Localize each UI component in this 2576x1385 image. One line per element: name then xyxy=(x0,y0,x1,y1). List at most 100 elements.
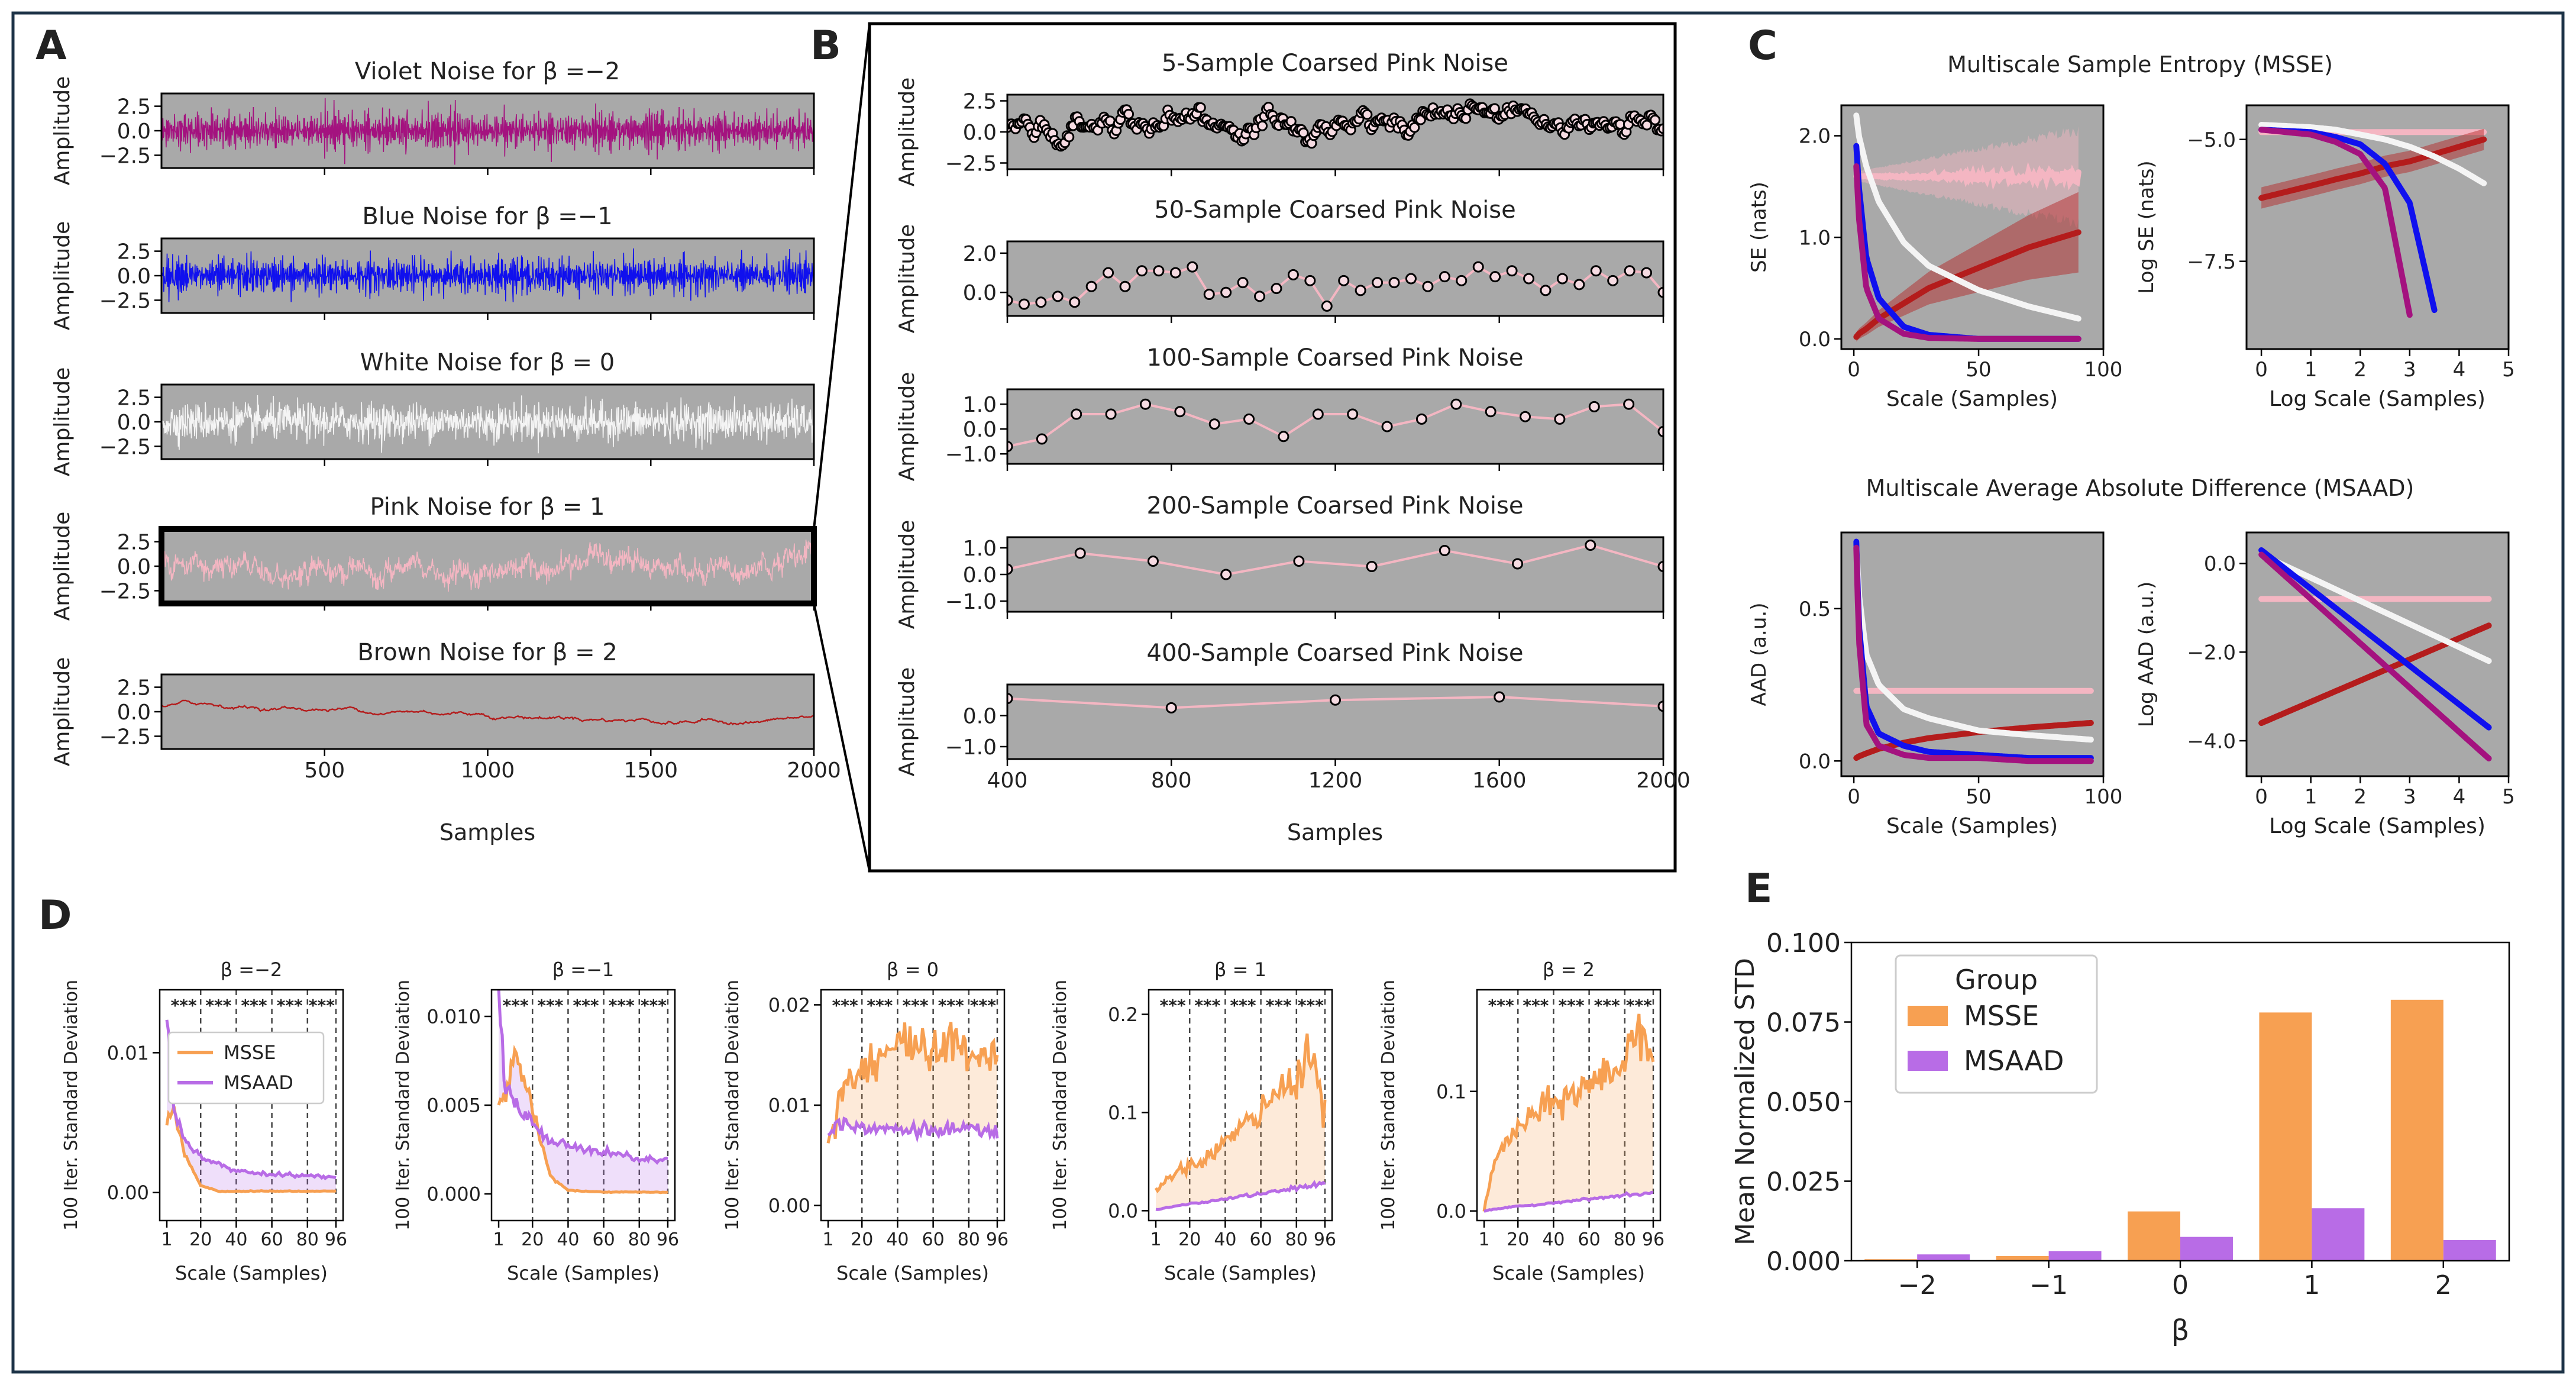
y-tick-label: 0.02 xyxy=(768,994,810,1016)
data-point xyxy=(1304,275,1316,286)
y-tick-label: 2.5 xyxy=(117,95,151,120)
bar-msaad-1 xyxy=(2048,1251,2102,1261)
data-point xyxy=(1220,569,1232,580)
data-point xyxy=(1554,413,1566,425)
data-point xyxy=(1064,131,1075,143)
plot-frame xyxy=(2245,531,2510,777)
legend-label: MSSE xyxy=(1964,1000,2039,1032)
significance-marker: *** xyxy=(171,996,197,1015)
data-point xyxy=(1366,561,1378,572)
y-tick-label: 0.025 xyxy=(1766,1167,1841,1197)
plot-frame xyxy=(2245,104,2510,350)
significance-marker: *** xyxy=(903,996,929,1015)
y-tick-label: 0.0 xyxy=(963,563,997,587)
y-tick-label: −1.0 xyxy=(945,590,997,614)
y-tick-label: 0.000 xyxy=(426,1183,481,1206)
y-tick-label: 0.01 xyxy=(768,1095,810,1117)
significance-marker: *** xyxy=(309,996,335,1015)
plot-title: β =−1 xyxy=(552,958,615,981)
data-point xyxy=(1220,286,1232,298)
y-tick-label: −2.0 xyxy=(2187,641,2236,664)
msaad-line xyxy=(497,990,668,1165)
x-tick-label: 1 xyxy=(1150,1229,1161,1250)
data-point xyxy=(1074,547,1086,559)
legend-swatch-msaad xyxy=(1908,1051,1948,1071)
y-tick-label: 0.100 xyxy=(1766,928,1841,958)
y-tick-label: 2.5 xyxy=(117,531,151,555)
data-point xyxy=(1312,408,1324,420)
y-tick-label: 0.0 xyxy=(1436,1200,1466,1222)
data-point xyxy=(1153,265,1165,277)
bar-msse-2 xyxy=(2128,1211,2180,1261)
curve-violet xyxy=(2258,551,2492,761)
curve-white xyxy=(2258,551,2492,664)
significance-marker: *** xyxy=(503,996,529,1015)
x-tick-label: 50 xyxy=(1966,358,1991,382)
data-point xyxy=(1362,109,1373,120)
msse-line xyxy=(165,1106,337,1193)
x-axis-label: Scale (Samples) xyxy=(507,1262,660,1284)
x-tick-label: 1 xyxy=(2304,358,2318,382)
data-point xyxy=(1136,265,1148,277)
data-point xyxy=(1254,290,1266,302)
legend-label: MSAAD xyxy=(224,1071,293,1094)
data-point xyxy=(1165,702,1177,714)
significance-marker: *** xyxy=(1194,996,1220,1015)
y-tick-label: 1.0 xyxy=(963,393,997,417)
significance-marker: *** xyxy=(573,996,599,1015)
data-point xyxy=(1585,540,1596,551)
x-tick-label: 2 xyxy=(2435,1270,2452,1300)
x-tick-label: 4 xyxy=(2453,785,2466,809)
x-tick-label: 60 xyxy=(922,1229,945,1250)
significance-marker: *** xyxy=(205,996,231,1015)
plot-title: Blue Noise for β =−1 xyxy=(362,203,612,230)
msaad-line xyxy=(827,1116,999,1144)
x-tick-label: 1 xyxy=(2304,785,2318,809)
data-point xyxy=(1641,120,1653,131)
y-tick-label: 0.050 xyxy=(1766,1087,1841,1118)
y-tick-label: 0.00 xyxy=(768,1194,810,1217)
y-tick-label: 1.0 xyxy=(1799,226,1831,250)
curve-blue xyxy=(2258,547,2492,731)
x-axis-label: Scale (Samples) xyxy=(1164,1262,1317,1284)
y-axis-label: 100 Iter. Standard Deviation xyxy=(393,980,413,1231)
coarsed-series-line xyxy=(1007,544,1663,576)
x-axis-label: Samples xyxy=(1287,819,1383,845)
data-point xyxy=(1460,113,1472,124)
data-point xyxy=(1123,108,1135,120)
data-point xyxy=(1450,398,1462,410)
curve-blue xyxy=(1853,538,2094,761)
y-axis-label: Log AAD (a.u.) xyxy=(2135,582,2158,728)
y-tick-label: 0.0 xyxy=(1108,1200,1138,1222)
curve-violet xyxy=(1853,544,2094,764)
noise-series-line xyxy=(161,248,814,302)
x-tick-label: 96 xyxy=(1314,1229,1336,1250)
data-point xyxy=(1657,425,1663,437)
data-point xyxy=(1439,545,1450,556)
panel-letter: D xyxy=(38,892,72,939)
data-point xyxy=(1069,296,1081,308)
msaad-line xyxy=(1155,1180,1326,1211)
msaad-line xyxy=(1483,1190,1654,1213)
x-tick-label: 40 xyxy=(886,1229,909,1250)
y-tick-label: −2.5 xyxy=(99,725,151,749)
plot-title: 5-Sample Coarsed Pink Noise xyxy=(1162,50,1508,77)
x-tick-label: 1 xyxy=(493,1229,504,1250)
panel-letter: A xyxy=(35,22,67,69)
y-tick-label: 2.5 xyxy=(117,676,151,700)
panel-letter: E xyxy=(1745,866,1772,912)
y-axis-label: Amplitude xyxy=(895,520,919,629)
x-tick-label: 2000 xyxy=(1636,769,1691,793)
coarsed-points xyxy=(1007,398,1663,453)
x-tick-label: 4 xyxy=(2453,358,2466,382)
x-tick-label: 0 xyxy=(2255,358,2268,382)
legend-label: MSAAD xyxy=(1964,1045,2064,1077)
y-tick-label: −4.0 xyxy=(2187,729,2236,753)
x-tick-label: 60 xyxy=(593,1229,615,1250)
data-point xyxy=(1422,280,1434,292)
y-tick-label: 0.000 xyxy=(1766,1247,1841,1277)
plot-frame xyxy=(1476,989,1662,1222)
y-tick-label: 1.0 xyxy=(963,537,997,561)
coarsed-points xyxy=(1007,98,1663,152)
plot-title: Violet Noise for β =−2 xyxy=(355,58,620,85)
